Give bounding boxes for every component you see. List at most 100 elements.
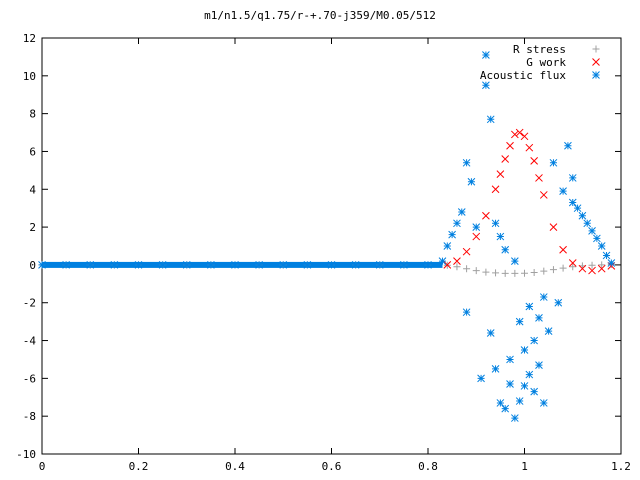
acoustic-flux-point [486, 115, 495, 124]
acoustic-flux-point [86, 261, 95, 269]
y-tick-label: 10 [23, 70, 36, 83]
x-tick-label: 1.2 [611, 460, 631, 473]
acoustic-flux-point [597, 242, 606, 250]
g-work-point [530, 157, 539, 165]
r-stress-point [453, 263, 461, 271]
x-tick-label: 0.4 [225, 460, 245, 473]
y-tick-label: -4 [23, 335, 37, 348]
r-stress-point [482, 268, 490, 276]
acoustic-flux-point [491, 219, 500, 228]
acoustic-flux-point [520, 346, 529, 354]
acoustic-flux-point [510, 257, 519, 265]
legend-marker [592, 45, 600, 53]
y-tick-label: 2 [29, 221, 36, 234]
acoustic-flux-point [255, 261, 263, 269]
acoustic-flux-point [539, 293, 548, 301]
acoustic-flux-point [482, 81, 490, 90]
acoustic-flux-point [583, 219, 592, 228]
acoustic-flux-point [400, 261, 408, 269]
r-stress-point [540, 267, 548, 275]
g-work-point [549, 223, 558, 231]
marks-group [38, 51, 616, 422]
g-work-point [525, 143, 534, 152]
g-work-point [559, 245, 567, 254]
r-stress-point [530, 268, 538, 276]
acoustic-flux-point [231, 261, 239, 269]
axes-group: 0 0.2 0.4 0.6 0.8 1 1.2 -10 -8 -6 -4 -2 0 2 4 6 8 10 12 [16, 32, 631, 473]
y-tick-label: -8 [23, 410, 36, 423]
acoustic-flux-point [530, 387, 539, 396]
g-work-point [443, 261, 452, 269]
acoustic-flux-point [462, 158, 471, 167]
acoustic-flux-point [515, 397, 524, 405]
acoustic-flux-point [62, 261, 70, 269]
g-work-point [506, 141, 514, 150]
r-stress-point [463, 265, 471, 273]
acoustic-flux-point [207, 261, 215, 269]
y-tick-label: 4 [29, 183, 36, 196]
x-tick-label: 0 [39, 460, 46, 473]
acoustic-flux-point [506, 380, 514, 388]
acoustic-flux-point [525, 370, 534, 379]
g-work-point [568, 259, 577, 267]
acoustic-flux-point [593, 234, 601, 243]
acoustic-flux-point [573, 204, 582, 213]
acoustic-flux-point [588, 227, 596, 235]
acoustic-flux-baseline-band [42, 261, 443, 268]
r-stress-point [559, 264, 567, 272]
g-work-point [535, 174, 543, 182]
g-work-point [491, 185, 500, 194]
g-work-point [515, 128, 524, 137]
acoustic-flux-point [438, 257, 447, 265]
acoustic-flux-point [607, 259, 616, 267]
acoustic-flux-point [568, 174, 577, 182]
acoustic-flux-point [544, 327, 553, 335]
g-work-point [462, 247, 471, 256]
acoustic-flux-point [530, 336, 539, 345]
g-work-point [453, 257, 461, 265]
acoustic-flux-point [486, 329, 495, 337]
r-stress-point [472, 267, 480, 275]
acoustic-flux-point [351, 261, 360, 269]
acoustic-flux-point [568, 198, 577, 207]
acoustic-flux-point [182, 261, 191, 269]
y-tick-label: -10 [16, 448, 36, 461]
acoustic-flux-point [457, 208, 466, 216]
acoustic-flux-point [327, 261, 336, 269]
acoustic-flux-point [501, 404, 510, 413]
r-stress-point [598, 261, 606, 269]
g-work-point [510, 130, 519, 139]
acoustic-flux-point [448, 230, 456, 239]
legend-label: Acoustic flux [480, 69, 566, 82]
y-tick-label: 0 [29, 259, 36, 272]
r-stress-point [569, 263, 577, 271]
acoustic-flux-point [491, 365, 500, 373]
r-stress-point [492, 269, 500, 277]
acoustic-flux-point [525, 302, 534, 311]
y-tick-label: -2 [23, 297, 36, 310]
legend-marker [592, 71, 600, 79]
acoustic-flux-point [38, 261, 46, 269]
g-work-point [501, 155, 510, 163]
acoustic-flux-point [564, 141, 572, 150]
r-stress-point [521, 269, 528, 277]
acoustic-flux-point [462, 308, 471, 317]
acoustic-flux-point [549, 158, 558, 167]
acoustic-flux-point [515, 317, 524, 326]
acoustic-flux-point [496, 399, 505, 407]
g-work-point [520, 132, 529, 141]
g-work-point [588, 266, 596, 275]
acoustic-flux-point [110, 261, 119, 269]
acoustic-flux-point [559, 187, 567, 196]
acoustic-flux-point [158, 261, 167, 269]
g-work-point [482, 211, 490, 220]
acoustic-flux-point [539, 399, 548, 407]
series-g-work [443, 128, 616, 275]
series-acoustic-flux [38, 51, 616, 422]
acoustic-flux-point [472, 223, 481, 231]
acoustic-flux-point [424, 261, 432, 269]
acoustic-flux-point [453, 219, 461, 228]
acoustic-flux-point [467, 177, 476, 186]
